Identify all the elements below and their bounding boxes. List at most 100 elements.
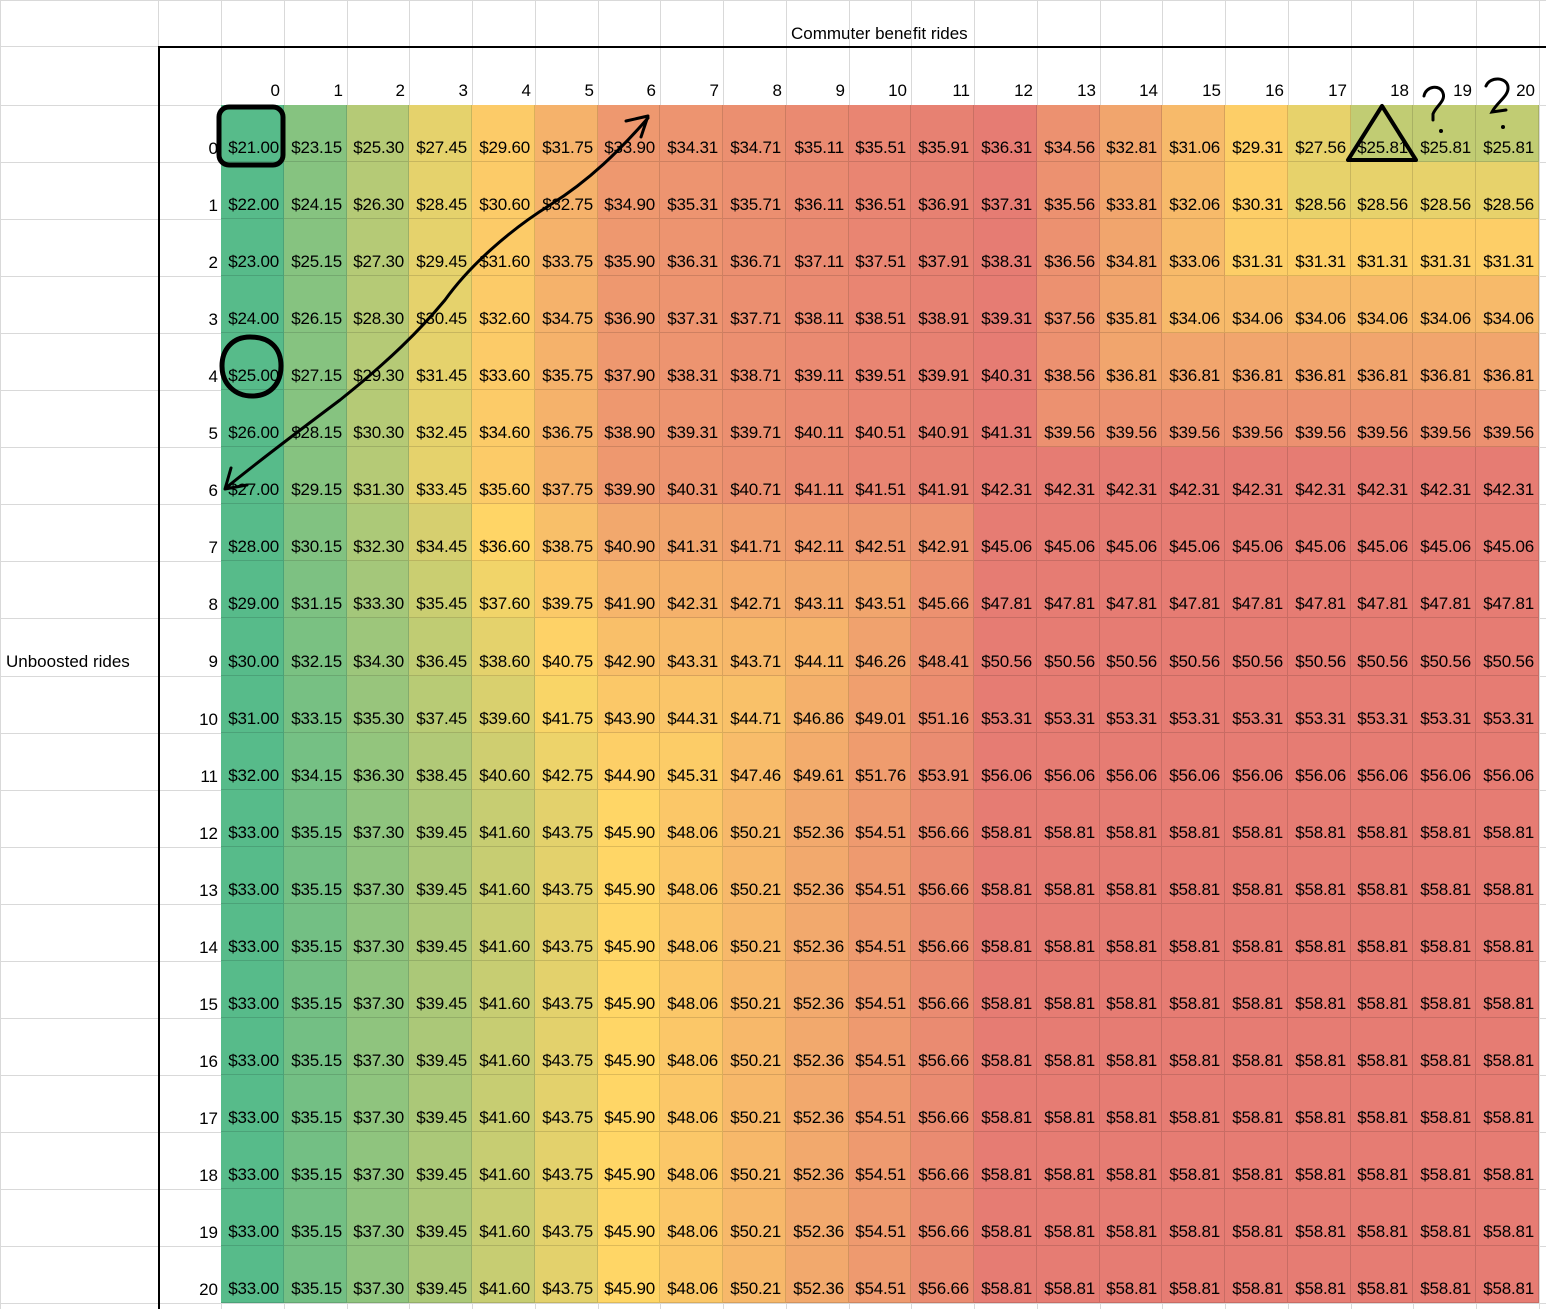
- table-cell[interactable]: $41.90: [598, 561, 660, 618]
- table-cell[interactable]: $58.81: [1162, 1246, 1225, 1303]
- table-cell[interactable]: $54.51: [849, 1189, 911, 1246]
- table-cell[interactable]: $45.06: [1413, 504, 1476, 561]
- table-cell[interactable]: $39.60: [472, 676, 535, 733]
- table-cell[interactable]: $47.81: [1476, 561, 1539, 618]
- table-cell[interactable]: $36.81: [1100, 333, 1162, 390]
- table-cell[interactable]: $33.00: [221, 790, 284, 847]
- table-cell[interactable]: $24.15: [284, 162, 347, 219]
- table-cell[interactable]: $42.31: [660, 561, 723, 618]
- table-cell[interactable]: $58.81: [1225, 1246, 1288, 1303]
- table-cell[interactable]: $33.75: [535, 219, 598, 276]
- table-cell[interactable]: $58.81: [1413, 790, 1476, 847]
- table-cell[interactable]: $58.81: [1288, 790, 1351, 847]
- table-cell[interactable]: $46.86: [786, 676, 849, 733]
- table-cell[interactable]: $27.45: [409, 105, 472, 162]
- column-header[interactable]: 6: [646, 81, 656, 100]
- table-cell[interactable]: $37.30: [347, 790, 409, 847]
- row-header[interactable]: 18: [199, 1165, 218, 1185]
- table-cell[interactable]: $38.75: [535, 504, 598, 561]
- table-cell[interactable]: $50.21: [723, 847, 786, 904]
- table-cell[interactable]: $58.81: [1351, 1246, 1413, 1303]
- table-cell[interactable]: $34.06: [1413, 276, 1476, 333]
- table-cell[interactable]: $54.51: [849, 1018, 911, 1075]
- table-cell[interactable]: $52.36: [786, 1075, 849, 1132]
- table-cell[interactable]: $39.56: [1225, 390, 1288, 447]
- table-cell[interactable]: $56.66: [911, 1075, 974, 1132]
- table-cell[interactable]: $37.30: [347, 1075, 409, 1132]
- table-cell[interactable]: $41.60: [472, 1246, 535, 1303]
- table-cell[interactable]: $58.81: [974, 1189, 1037, 1246]
- table-cell[interactable]: $32.75: [535, 162, 598, 219]
- table-cell[interactable]: $39.90: [598, 447, 660, 504]
- table-cell[interactable]: $56.06: [1476, 733, 1539, 790]
- table-cell[interactable]: $58.81: [1037, 1189, 1100, 1246]
- table-cell[interactable]: $56.06: [1288, 733, 1351, 790]
- table-cell[interactable]: $36.60: [472, 504, 535, 561]
- table-cell[interactable]: $25.81: [1476, 105, 1539, 162]
- table-cell[interactable]: $33.00: [221, 1246, 284, 1303]
- table-cell[interactable]: $50.21: [723, 790, 786, 847]
- table-cell[interactable]: $50.56: [1288, 618, 1351, 676]
- table-cell[interactable]: $56.66: [911, 1246, 974, 1303]
- table-cell[interactable]: $35.15: [284, 790, 347, 847]
- table-cell[interactable]: $39.75: [535, 561, 598, 618]
- table-cell[interactable]: $39.91: [911, 333, 974, 390]
- table-cell[interactable]: $41.51: [849, 447, 911, 504]
- table-cell[interactable]: $58.81: [1351, 1132, 1413, 1189]
- table-cell[interactable]: $50.21: [723, 904, 786, 961]
- table-cell[interactable]: $54.51: [849, 904, 911, 961]
- table-cell[interactable]: $22.00: [221, 162, 284, 219]
- table-cell[interactable]: $39.45: [409, 1132, 472, 1189]
- table-cell[interactable]: $38.51: [849, 276, 911, 333]
- table-cell[interactable]: $37.30: [347, 1246, 409, 1303]
- table-cell[interactable]: $27.15: [284, 333, 347, 390]
- table-cell[interactable]: $32.30: [347, 504, 409, 561]
- table-cell[interactable]: $41.60: [472, 847, 535, 904]
- table-cell[interactable]: $29.15: [284, 447, 347, 504]
- table-cell[interactable]: $31.60: [472, 219, 535, 276]
- table-cell[interactable]: $58.81: [974, 1132, 1037, 1189]
- table-cell[interactable]: $39.45: [409, 1075, 472, 1132]
- table-cell[interactable]: $43.75: [535, 904, 598, 961]
- table-cell[interactable]: $58.81: [1100, 1018, 1162, 1075]
- table-cell[interactable]: $58.81: [1476, 1132, 1539, 1189]
- table-cell[interactable]: $31.31: [1476, 219, 1539, 276]
- table-cell[interactable]: $40.51: [849, 390, 911, 447]
- table-cell[interactable]: $38.90: [598, 390, 660, 447]
- table-cell[interactable]: $37.75: [535, 447, 598, 504]
- table-cell[interactable]: $48.06: [660, 1075, 723, 1132]
- table-cell[interactable]: $50.56: [1100, 618, 1162, 676]
- table-cell[interactable]: $31.31: [1288, 219, 1351, 276]
- table-cell[interactable]: $48.06: [660, 847, 723, 904]
- row-header[interactable]: 9: [208, 652, 218, 671]
- table-cell[interactable]: $56.06: [974, 733, 1037, 790]
- column-header[interactable]: 14: [1139, 81, 1158, 100]
- table-cell[interactable]: $58.81: [1288, 904, 1351, 961]
- table-cell[interactable]: $26.00: [221, 390, 284, 447]
- table-cell[interactable]: $37.91: [911, 219, 974, 276]
- table-cell[interactable]: $58.81: [1162, 847, 1225, 904]
- table-cell[interactable]: $33.00: [221, 1189, 284, 1246]
- table-cell[interactable]: $36.51: [849, 162, 911, 219]
- table-cell[interactable]: $45.90: [598, 1018, 660, 1075]
- table-cell[interactable]: $58.81: [1225, 1189, 1288, 1246]
- row-header[interactable]: 19: [199, 1222, 218, 1242]
- table-cell[interactable]: $56.66: [911, 1189, 974, 1246]
- table-cell[interactable]: $36.31: [660, 219, 723, 276]
- row-header[interactable]: 15: [199, 994, 218, 1014]
- table-cell[interactable]: $25.15: [284, 219, 347, 276]
- table-cell[interactable]: $56.06: [1100, 733, 1162, 790]
- table-cell[interactable]: $58.81: [1288, 1132, 1351, 1189]
- table-cell[interactable]: $39.56: [1037, 390, 1100, 447]
- table-cell[interactable]: $58.81: [1100, 1075, 1162, 1132]
- table-cell[interactable]: $36.71: [723, 219, 786, 276]
- table-cell[interactable]: $33.30: [347, 561, 409, 618]
- table-cell[interactable]: $58.81: [1476, 1075, 1539, 1132]
- table-cell[interactable]: $34.56: [1037, 105, 1100, 162]
- table-cell[interactable]: $41.91: [911, 447, 974, 504]
- table-cell[interactable]: $58.81: [1162, 1018, 1225, 1075]
- table-cell[interactable]: $58.81: [974, 790, 1037, 847]
- table-cell[interactable]: $58.81: [1037, 790, 1100, 847]
- table-cell[interactable]: $35.45: [409, 561, 472, 618]
- table-cell[interactable]: $47.81: [1100, 561, 1162, 618]
